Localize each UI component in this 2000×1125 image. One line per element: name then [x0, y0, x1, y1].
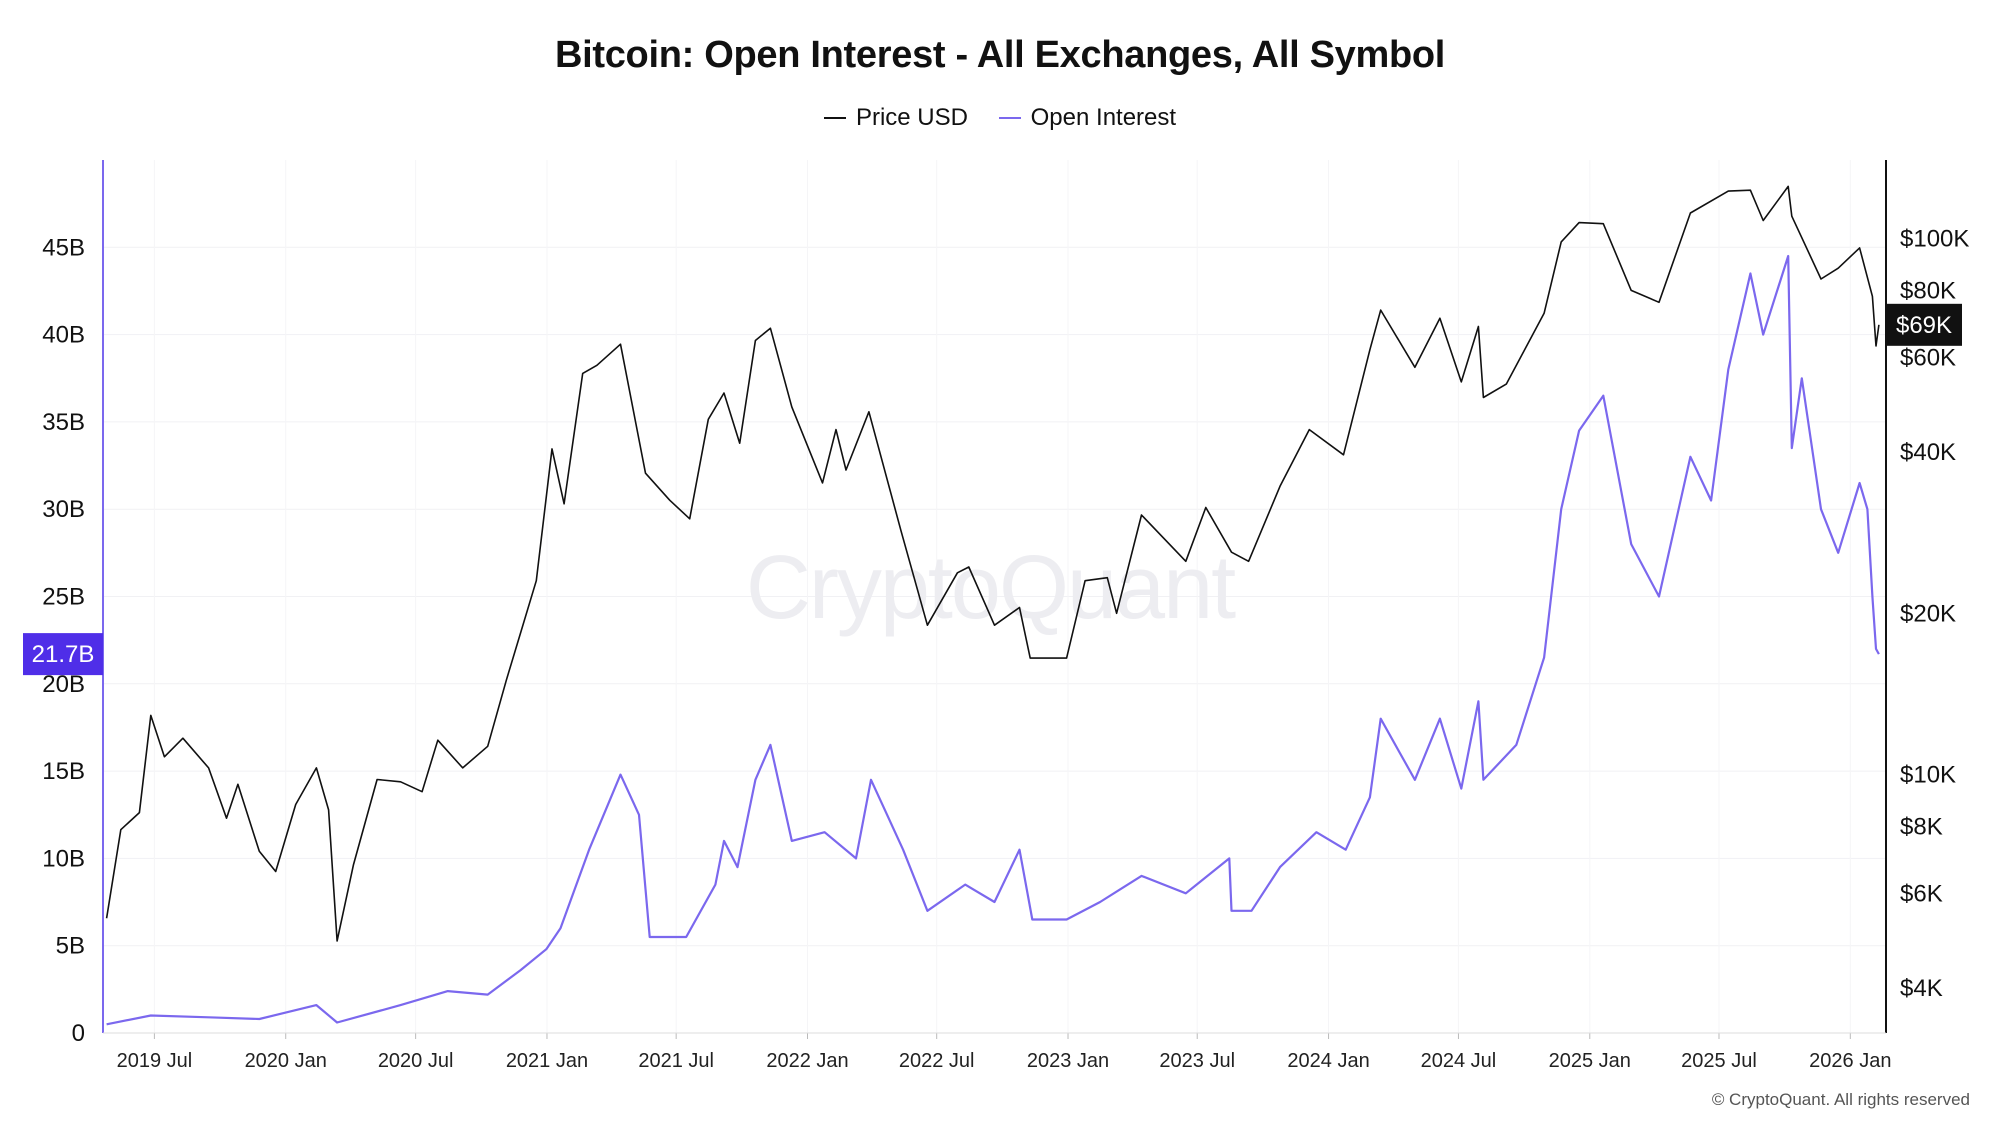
x-tick-label: 2023 Jan	[1027, 1050, 1109, 1072]
x-tick-label: 2025 Jul	[1681, 1050, 1757, 1072]
axes: 0 5B 10B 15B 20B 25B 30B 35B 40B 45B 2019 Jul 2020 …	[42, 160, 1969, 1072]
x-tick-label: 2022 Jul	[899, 1050, 975, 1072]
y-left-tick-label: 40B	[42, 322, 85, 349]
x-tick-label: 2025 Jan	[1549, 1050, 1631, 1072]
chart-title: Bitcoin: Open Interest - All Exchanges, …	[554, 34, 1446, 76]
x-tick-label: 2024 Jul	[1421, 1050, 1497, 1072]
y-left-tick-label: 0	[72, 1020, 85, 1047]
legend-label-price: Price USD	[855, 104, 968, 131]
x-tick-label: 2019 Jul	[117, 1050, 193, 1072]
y-left-tick-label: 35B	[42, 409, 85, 436]
x-tick-label: 2022 Jan	[766, 1050, 848, 1072]
y-right-tick-label: $4K	[1900, 975, 1943, 1002]
y-right-tick-label: $60K	[1900, 344, 1956, 371]
legend-item-open-interest[interactable]: Open Interest	[998, 104, 1177, 132]
legend-swatch-open-interest	[998, 117, 1021, 119]
price-current-badge-label: $69K	[1896, 312, 1952, 339]
oi-current-badge-label: 21.7B	[32, 641, 95, 668]
series-layer	[105, 185, 1880, 1026]
x-tick-label: 2021 Jul	[638, 1050, 714, 1072]
y-right-tick-label: $40K	[1900, 439, 1956, 466]
x-tick-label: 2024 Jan	[1287, 1050, 1369, 1072]
y-left-tick-label: 25B	[42, 584, 85, 611]
legend-item-price[interactable]: Price USD	[823, 104, 968, 132]
legend-swatch-price	[823, 117, 846, 119]
y-right-tick-label: $20K	[1900, 600, 1956, 627]
y-left-tick-label: 20B	[42, 671, 85, 698]
oi-current-badge	[23, 633, 103, 676]
y-right-tick-label: $6K	[1900, 881, 1943, 908]
y-right-tick-label: $10K	[1900, 762, 1956, 789]
y-right-tick-label: $80K	[1900, 277, 1956, 304]
copyright-notice: © CryptoQuant. All rights reserved	[1711, 1090, 1970, 1109]
y-right-tick-label: $8K	[1900, 814, 1943, 841]
y-left-tick-label: 45B	[42, 234, 85, 261]
watermark: CryptoQuant	[746, 538, 1236, 638]
series-line-price	[105, 185, 1880, 942]
x-tick-label: 2020 Jul	[378, 1050, 454, 1072]
x-tick-label: 2026 Jan	[1809, 1050, 1891, 1072]
y-left-tick-label: 30B	[42, 496, 85, 523]
price-current-badge	[1886, 303, 1962, 346]
legend: Price USD Open Interest	[0, 98, 2000, 132]
y-left-tick-label: 10B	[42, 845, 85, 872]
y-left-tick-label: 5B	[56, 933, 85, 960]
y-right-tick-label: $100K	[1900, 225, 1969, 252]
series-line-open-interest	[106, 254, 1880, 1026]
current-value-badges: 21.7B $69K	[23, 303, 1962, 676]
y-left-tick-label: 15B	[42, 758, 85, 785]
legend-label-open-interest: Open Interest	[1030, 104, 1177, 131]
x-tick-label: 2020 Jan	[245, 1050, 327, 1072]
x-tick-label: 2023 Jul	[1159, 1050, 1235, 1072]
x-tick-label: 2021 Jan	[506, 1050, 588, 1072]
